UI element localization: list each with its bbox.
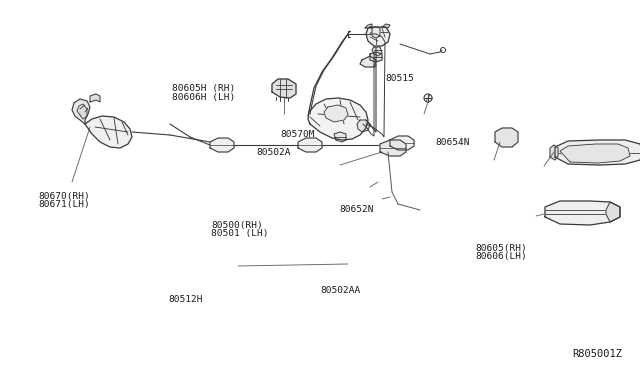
Text: 80502AA: 80502AA [320, 286, 360, 295]
Polygon shape [272, 79, 296, 98]
Polygon shape [85, 116, 132, 148]
Polygon shape [560, 144, 630, 163]
Text: 80671(LH): 80671(LH) [38, 200, 90, 209]
Polygon shape [495, 128, 518, 147]
Text: 80500(RH): 80500(RH) [211, 221, 263, 230]
Text: 80670(RH): 80670(RH) [38, 192, 90, 201]
Polygon shape [298, 138, 322, 152]
Text: R805001Z: R805001Z [572, 349, 622, 359]
Polygon shape [308, 98, 368, 140]
Polygon shape [77, 104, 87, 119]
Polygon shape [334, 132, 346, 142]
Circle shape [367, 62, 369, 64]
Text: 80512H: 80512H [168, 295, 203, 304]
Polygon shape [382, 24, 390, 28]
Text: 80606(LH): 80606(LH) [475, 252, 527, 261]
Text: 80502A: 80502A [256, 148, 291, 157]
Polygon shape [370, 52, 382, 62]
Polygon shape [210, 138, 234, 152]
Polygon shape [606, 202, 620, 222]
Polygon shape [545, 201, 620, 225]
Polygon shape [360, 56, 376, 67]
Polygon shape [324, 105, 348, 122]
Polygon shape [365, 24, 372, 28]
Text: 80605H (RH): 80605H (RH) [172, 84, 236, 93]
Polygon shape [372, 27, 380, 38]
Text: 80605(RH): 80605(RH) [475, 244, 527, 253]
Polygon shape [390, 136, 414, 150]
Text: 80501 (LH): 80501 (LH) [211, 229, 269, 238]
Polygon shape [357, 120, 370, 132]
Polygon shape [555, 140, 640, 165]
Text: 80652N: 80652N [339, 205, 374, 214]
Text: 80570M: 80570M [280, 130, 315, 139]
Polygon shape [380, 140, 406, 156]
Polygon shape [90, 94, 100, 102]
Polygon shape [550, 145, 558, 160]
Polygon shape [72, 99, 90, 124]
Text: 80515: 80515 [385, 74, 414, 83]
Text: 80654N: 80654N [435, 138, 470, 147]
Polygon shape [372, 47, 382, 56]
Text: 80606H (LH): 80606H (LH) [172, 93, 236, 102]
Polygon shape [366, 27, 390, 46]
